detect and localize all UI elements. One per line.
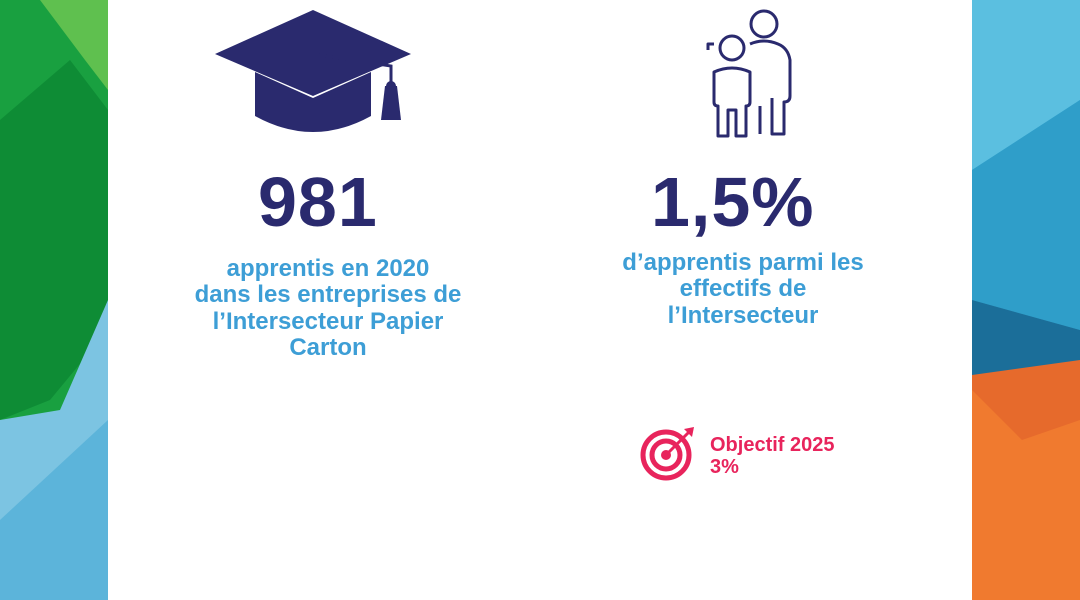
apprentice-rate-description-line: d’apprentis parmi les (622, 249, 864, 276)
apprentice-rate: 1,5% (651, 163, 815, 241)
objective-text: Objectif 2025 3% (710, 434, 835, 478)
apprentice-rate-description-line: effectifs de (679, 275, 807, 303)
graduation-cap-icon (213, 8, 413, 143)
objective-label: Objectif 2025 (710, 433, 835, 456)
apprentice-rate-description: d’apprentis parmi les effectifs de l’Int… (578, 249, 908, 329)
apprentices-description-line: Carton (289, 334, 367, 362)
decorative-paper-right (972, 0, 1080, 600)
stats-card: 981 apprentis en 2020 dans les entrepris… (108, 0, 972, 600)
apprentices-description: apprentis en 2020 dans les entreprises d… (148, 255, 508, 362)
objective-2025: Objectif 2025 3% (640, 425, 835, 486)
apprentices-description-line: l’Intersecteur Papier (212, 307, 444, 335)
apprentices-description-line: apprentis en 2020 (226, 255, 430, 282)
adult-and-child-icon (700, 6, 800, 146)
apprentices-count: 981 (258, 163, 378, 241)
apprentices-description-line: dans les entreprises de (194, 281, 462, 309)
apprentice-rate-description-line: l’Intersecteur (667, 301, 819, 329)
objective-value: 3% (710, 455, 739, 478)
target-icon (640, 425, 696, 486)
decorative-paper-left (0, 0, 108, 600)
